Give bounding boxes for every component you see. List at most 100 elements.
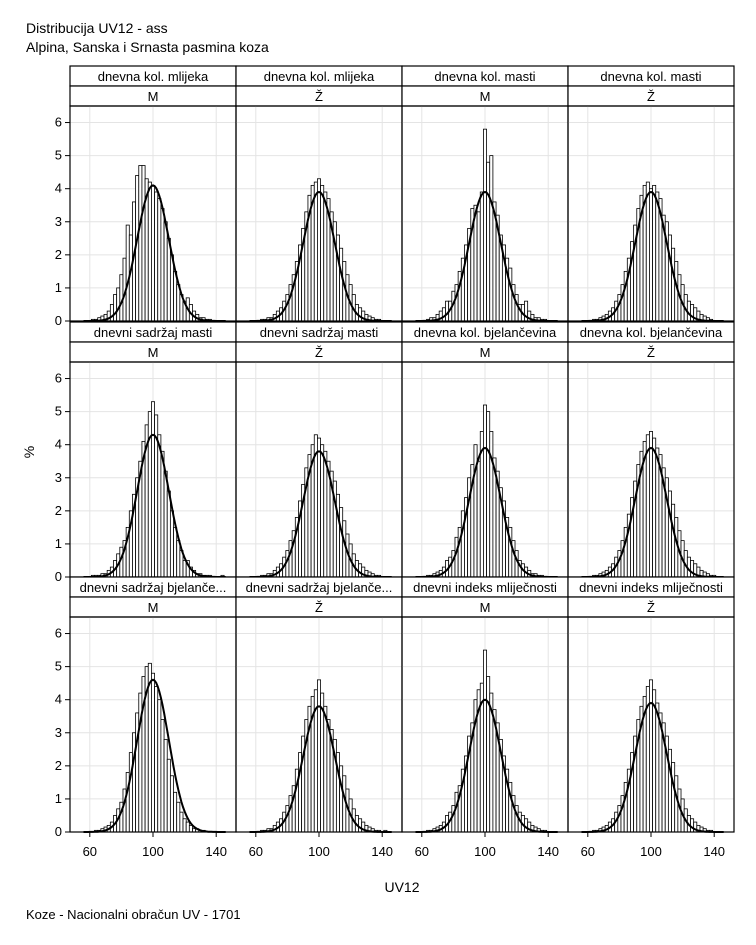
histogram-bar [483, 649, 487, 833]
histogram-bar [188, 824, 193, 833]
histogram-bar [649, 431, 653, 578]
histogram-bar [151, 401, 155, 578]
y-axis-title: % [21, 446, 37, 458]
panel-sex-label: M [148, 345, 159, 360]
histogram-bar [473, 204, 478, 322]
histogram-bar [476, 460, 481, 578]
x-tick-label: 100 [474, 844, 496, 859]
panel-trait-label: dnevna kol. masti [600, 69, 701, 84]
histogram-bar [182, 560, 187, 578]
histogram-bar [476, 211, 481, 322]
histogram-bar [320, 444, 325, 578]
histogram-bar [652, 437, 657, 578]
panel-trait-label: dnevna kol. bjelančevina [580, 325, 723, 340]
histogram-bar [163, 738, 168, 833]
histogram-bar [479, 191, 484, 322]
histogram-bar [147, 662, 152, 833]
x-tick-label: 100 [142, 844, 164, 859]
y-tick-label: 1 [55, 536, 62, 551]
x-tick-label: 100 [640, 844, 662, 859]
footnote: Koze - Nacionalni obračun UV - 1701 [26, 907, 241, 922]
panel-trait-label: dnevni indeks mliječnosti [579, 580, 723, 595]
histogram-bar [508, 267, 513, 322]
histogram-bar [320, 184, 325, 322]
histogram-bar [454, 791, 459, 833]
histogram-bar [169, 510, 174, 578]
histogram-bar [160, 450, 165, 578]
chart-subtitle: Alpina, Sanska i Srnasta pasmina koza [26, 39, 269, 55]
histogram-bar [690, 560, 695, 578]
y-tick-label: 1 [55, 791, 62, 806]
histogram-bar [649, 188, 653, 322]
histogram-bar [313, 181, 318, 322]
histogram-bar [113, 294, 118, 322]
panel-trait-label: dnevni sadržaj bjelanče... [246, 580, 393, 595]
panel-sex-label: M [480, 600, 491, 615]
histogram-bar [154, 191, 159, 322]
y-tick-label: 2 [55, 503, 62, 518]
y-tick-label: 1 [55, 280, 62, 295]
histogram-bar [125, 224, 130, 322]
histogram-bar [323, 450, 328, 578]
y-tick-label: 4 [55, 692, 62, 707]
panel-sex-label: M [480, 345, 491, 360]
panel-trait-label: dnevna kol. masti [434, 69, 535, 84]
panel-sex-label: M [148, 89, 159, 104]
histogram-bar [151, 184, 155, 322]
normal-curve [249, 190, 392, 322]
x-tick-label: 140 [205, 844, 227, 859]
y-tick-label: 5 [55, 659, 62, 674]
histogram-bar [486, 161, 491, 322]
histogram-bar [339, 247, 344, 322]
y-tick-label: 6 [55, 371, 62, 386]
histogram-bar [151, 672, 155, 833]
histogram-bar [671, 503, 676, 578]
x-tick-label: 100 [308, 844, 330, 859]
normal-curve [83, 678, 226, 833]
chart-title: Distribucija UV12 - ass [26, 20, 168, 36]
panel-sex-label: M [148, 600, 159, 615]
histogram-bar [176, 801, 181, 833]
panel-sex-label: Ž [647, 89, 655, 104]
histogram-bar [185, 821, 190, 833]
histogram-bar [317, 437, 321, 578]
y-tick-label: 2 [55, 758, 62, 773]
histogram-bar [339, 507, 344, 578]
x-tick-label: 140 [537, 844, 559, 859]
histogram-bar [160, 719, 165, 833]
histogram-bar [157, 434, 162, 578]
histogram-bar [489, 155, 494, 322]
y-tick-label: 6 [55, 626, 62, 641]
histogram-bar [166, 490, 171, 578]
x-tick-label: 60 [83, 844, 97, 859]
histogram-bar [645, 181, 650, 322]
x-tick-label: 140 [371, 844, 393, 859]
y-tick-label: 3 [55, 470, 62, 485]
y-tick-label: 3 [55, 214, 62, 229]
y-tick-label: 0 [55, 313, 62, 328]
panel-trait-label: dnevni indeks mliječnosti [413, 580, 557, 595]
histogram-bar [157, 198, 162, 322]
histogram-bar [486, 411, 491, 578]
y-tick-label: 4 [55, 437, 62, 452]
histogram-bar [320, 692, 325, 833]
histogram-bar [655, 191, 660, 322]
histogram-bar [358, 563, 363, 578]
panel-frame [567, 105, 735, 322]
panel-trait-label: dnevni sadržaj masti [260, 325, 379, 340]
normal-curve [581, 446, 724, 578]
histogram-bar [179, 811, 184, 833]
y-tick-label: 0 [55, 569, 62, 584]
normal-curve [249, 705, 392, 833]
histogram-bar [674, 775, 679, 833]
histogram-bar [173, 791, 178, 833]
panel-sex-label: Ž [647, 600, 655, 615]
y-tick-label: 5 [55, 404, 62, 419]
histogram-bar [138, 165, 143, 322]
y-tick-label: 2 [55, 247, 62, 262]
histogram-bar [141, 165, 146, 322]
histogram-bar [157, 699, 162, 833]
panel-sex-label: M [480, 89, 491, 104]
histogram-bar [176, 540, 181, 578]
histogram-bar [358, 818, 363, 833]
